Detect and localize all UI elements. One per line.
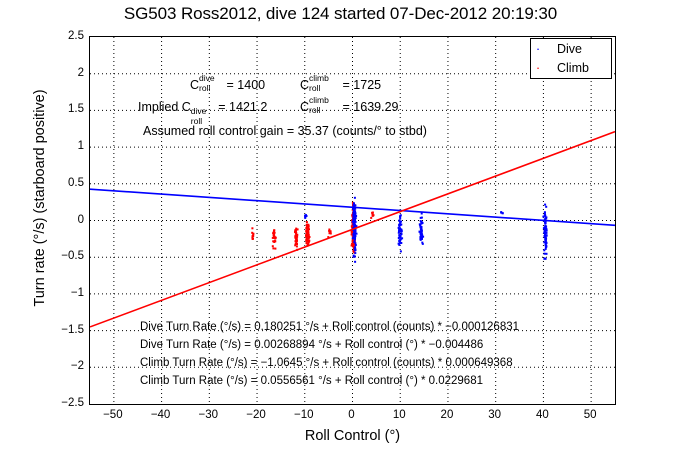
chart-title: SG503 Ross2012, dive 124 started 07-Dec-… xyxy=(123,4,558,23)
x-tick-label: 30 xyxy=(488,409,502,421)
legend-marker-climb-icon: · xyxy=(535,60,541,75)
annotation-roll-gain: Assumed roll control gain = 35.37 (count… xyxy=(143,124,427,138)
x-tick-label: 50 xyxy=(583,409,597,421)
c-climb-value: = 1725 xyxy=(342,78,382,92)
y-tick-label: −2.5 xyxy=(61,397,84,409)
implied-dive-value: = 1421.2 xyxy=(218,100,268,114)
y-tick-label: 1 xyxy=(77,140,84,153)
x-tick-label: −20 xyxy=(246,409,266,421)
c-dive-subscript: roll xyxy=(199,83,211,93)
y-tick-label: −2 xyxy=(70,360,84,373)
plot-area xyxy=(89,36,616,405)
x-tick-label: 0 xyxy=(348,409,355,421)
y-tick-label: 1.5 xyxy=(68,103,84,116)
y-tick-label: −0.5 xyxy=(61,250,84,263)
x-tick-label: 10 xyxy=(392,409,406,421)
legend[interactable]: · Dive · Climb xyxy=(530,38,612,79)
equation-dive-degrees: Dive Turn Rate (°/s) = 0.00268894 °/s + … xyxy=(140,339,484,351)
legend-marker-dive-icon: · xyxy=(535,41,541,56)
implied-climb-subscript: roll xyxy=(309,105,321,115)
legend-label-dive: Dive xyxy=(557,42,583,56)
x-tick-label: −50 xyxy=(103,409,123,421)
legend-item-climb[interactable]: · Climb xyxy=(531,58,613,78)
plot-svg xyxy=(90,37,615,404)
implied-climb-value: = 1639.29 xyxy=(342,100,399,114)
legend-item-dive[interactable]: · Dive xyxy=(531,39,613,59)
equation-climb-degrees: Climb Turn Rate (°/s) = 0.0556561 °/s + … xyxy=(140,375,483,387)
y-tick-label: 0 xyxy=(77,213,84,226)
implied-dive-superscript: dive xyxy=(190,106,207,116)
implied-dive-subscript: roll xyxy=(190,116,203,126)
y-tick-label: 2.5 xyxy=(68,30,84,42)
implied-climb-superscript: climb xyxy=(309,95,329,105)
x-tick-label: −30 xyxy=(198,409,219,421)
y-tick-label: −1 xyxy=(70,286,84,299)
x-tick-label: −10 xyxy=(294,409,314,421)
x-tick-label: 20 xyxy=(440,409,454,421)
legend-label-climb: Climb xyxy=(557,61,589,75)
y-tick-label: −1.5 xyxy=(61,323,84,336)
fit-lines xyxy=(90,130,615,328)
equation-climb-counts: Climb Turn Rate (°/s) = −1.0645 °/s + Ro… xyxy=(140,357,513,369)
c-dive-value: = 1400 xyxy=(226,78,266,92)
y-tick-label: 2 xyxy=(77,66,84,79)
c-climb-superscript: climb xyxy=(309,73,329,83)
c-climb-subscript: roll xyxy=(309,83,321,93)
x-tick-label: −40 xyxy=(150,409,171,421)
equation-dive-counts: Dive Turn Rate (°/s) = 0.180251 °/s + Ro… xyxy=(140,321,520,333)
y-tick-label: 0.5 xyxy=(68,176,84,189)
x-tick-label: 40 xyxy=(536,409,549,421)
x-axis-label: Roll Control (°) xyxy=(304,428,401,444)
c-dive-superscript: dive xyxy=(199,73,215,83)
implied-prefix: Implied C xyxy=(138,100,191,114)
y-axis-tick-labels: −2.5 −2 −1.5 −1 −0.5 0 0.5 1 1.5 2 2.5 xyxy=(38,0,84,454)
